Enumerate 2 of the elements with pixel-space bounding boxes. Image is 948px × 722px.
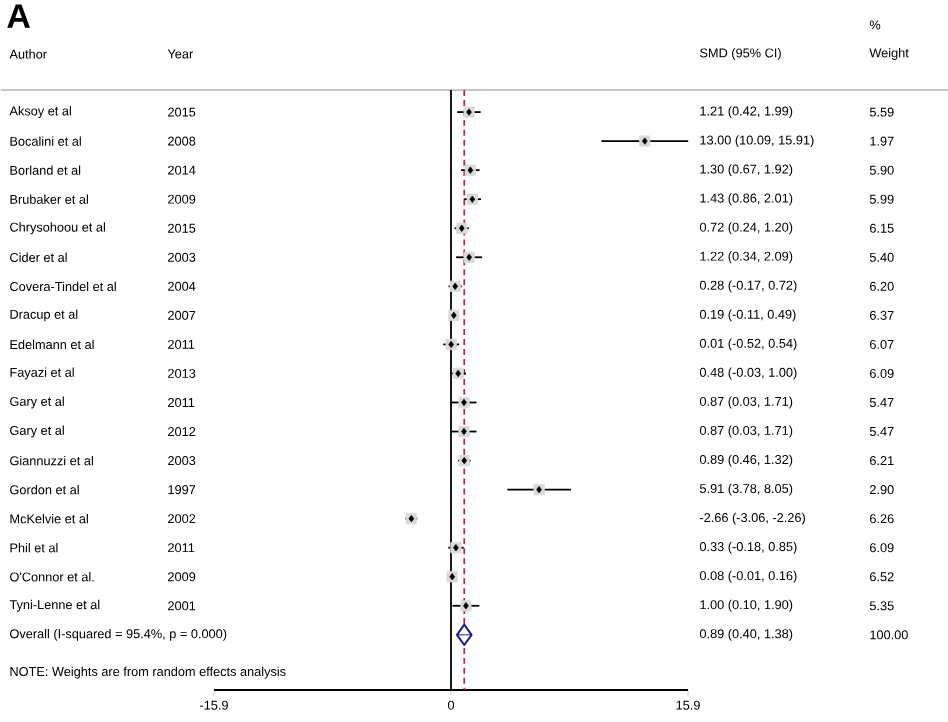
chart-title: A <box>7 4 30 28</box>
point <box>455 623 473 646</box>
